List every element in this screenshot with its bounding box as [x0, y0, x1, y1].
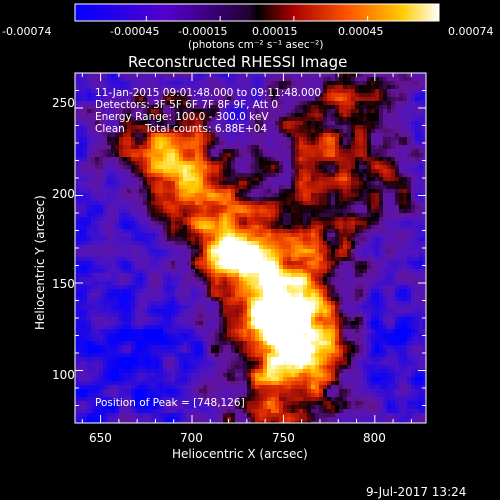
colorbar-tick-label: 0.00015 — [252, 25, 298, 38]
colorbar-tick-label: -0.00074 — [2, 25, 52, 38]
detectors-text: Detectors: 3F 5F 6F 7F 8F 9F, Att 0 — [95, 99, 279, 111]
colorbar-ticks — [74, 16, 440, 21]
y-tick-label: 200 — [52, 187, 75, 201]
colorbar-tick-label: 0.00074 — [448, 25, 494, 38]
time-range-text: 11-Jan-2015 09:01:48.000 to 09:11:48.000 — [95, 87, 322, 99]
total-counts-text: Total counts: 6.88E+04 — [145, 123, 268, 135]
heatmap-image — [75, 73, 427, 424]
peak-position-text: Position of Peak = [748,126] — [95, 397, 245, 409]
y-tick-label: 150 — [52, 277, 75, 291]
colorbar-tick-label: -0.00015 — [178, 25, 228, 38]
x-tick-label: 800 — [363, 431, 386, 445]
chart-title: Reconstructed RHESSI Image — [128, 53, 348, 71]
x-tick-label: 650 — [89, 431, 112, 445]
footer-date: 9-Jul-2017 13:24 — [366, 485, 467, 499]
x-tick-label: 700 — [180, 431, 203, 445]
colorbar — [74, 3, 440, 22]
energy-range-text: Energy Range: 100.0 - 300.0 keV — [95, 111, 269, 123]
x-tick-label: 750 — [272, 431, 295, 445]
x-axis-label: Heliocentric X (arcsec) — [172, 447, 308, 461]
y-tick-label: 100 — [52, 368, 75, 382]
colorbar-tick-label: 0.00045 — [338, 25, 384, 38]
axis-ticks — [75, 73, 426, 423]
algorithm-text: Clean — [95, 123, 125, 135]
colorbar-tick-label: -0.00045 — [110, 25, 160, 38]
colorbar-unit-label: (photons cm⁻² s⁻¹ asec⁻²) — [188, 39, 324, 51]
y-tick-label: 250 — [52, 96, 75, 110]
y-axis-label: Heliocentric Y (arcsec) — [33, 195, 47, 330]
